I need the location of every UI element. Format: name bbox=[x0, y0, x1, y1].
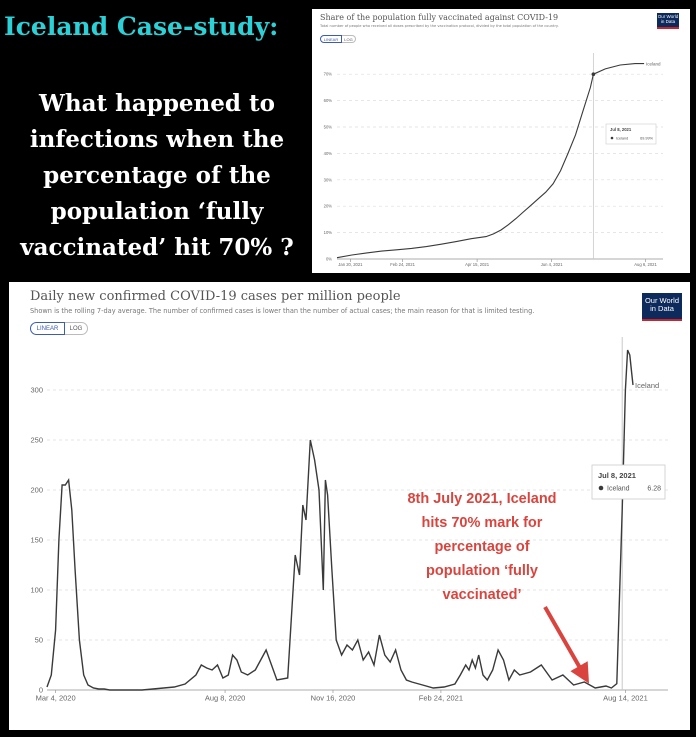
logo-bar bbox=[657, 27, 679, 29]
scale-toggle: LINEAR LOG bbox=[320, 35, 356, 43]
log-toggle[interactable]: LOG bbox=[342, 35, 356, 43]
annotation-line: percentage of bbox=[434, 539, 529, 555]
tooltip-date: Jul 8, 2021 bbox=[598, 471, 636, 480]
tooltip-value: 69.99% bbox=[640, 137, 654, 141]
x-tick-label: Apr 15, 2021 bbox=[465, 262, 490, 267]
owid-logo[interactable]: Our World in Data bbox=[657, 13, 679, 29]
vaccination-series-line bbox=[336, 63, 645, 259]
y-tick-label: 250 bbox=[30, 436, 43, 445]
annotation-arrow bbox=[543, 606, 589, 684]
y-tick-label: 40% bbox=[324, 151, 333, 156]
tooltip-series: Iceland bbox=[607, 486, 630, 493]
x-tick-label: Aug 8, 2020 bbox=[205, 694, 245, 703]
owid-logo[interactable]: Our World in Data bbox=[642, 293, 682, 321]
x-tick-label: Aug 14, 2021 bbox=[603, 694, 648, 703]
cases-series-label: Iceland bbox=[635, 381, 659, 390]
vaccination-chart-subtitle: Total number of people who received all … bbox=[320, 24, 559, 28]
linear-toggle[interactable]: LINEAR bbox=[30, 322, 65, 335]
y-tick-label: 10% bbox=[324, 230, 333, 235]
question-line: vaccinated’ hit 70% ? bbox=[20, 234, 294, 261]
question-text: What happened to infections when the per… bbox=[2, 86, 312, 266]
logo-line1: Our World bbox=[644, 296, 680, 305]
tooltip-series: Iceland bbox=[616, 137, 628, 141]
question-line: infections when the bbox=[29, 126, 285, 153]
y-tick-label: 50% bbox=[324, 124, 333, 129]
y-tick-label: 300 bbox=[30, 386, 43, 395]
logo-line2: in Data bbox=[660, 18, 676, 24]
y-tick-label: 60% bbox=[324, 98, 333, 103]
tooltip-value: 6.28 bbox=[647, 486, 661, 493]
x-tick-label: Feb 24, 2021 bbox=[419, 694, 463, 703]
x-tick-label: Jun 4, 2021 bbox=[541, 262, 564, 267]
cases-chart-title: Daily new confirmed COVID-19 cases per m… bbox=[30, 289, 401, 304]
annotation: 8th July 2021, Iceland hits 70% mark for… bbox=[407, 491, 556, 603]
question-line: What happened to bbox=[39, 90, 275, 117]
y-tick-label: 70% bbox=[324, 72, 333, 77]
y-tick-label: 0 bbox=[39, 686, 43, 695]
question-line: population ‘fully bbox=[50, 198, 264, 225]
x-tick-label: Aug 6, 2021 bbox=[634, 262, 657, 267]
tooltip-point bbox=[591, 72, 596, 77]
question-line: percentage of the bbox=[43, 162, 271, 189]
vaccination-chart-title: Share of the population fully vaccinated… bbox=[320, 13, 559, 22]
x-tick-label: Nov 16, 2020 bbox=[311, 694, 356, 703]
vaccination-chart: 0% 10% 20% 30% 40% 50% 60% 70% Jan 20, 2021 Feb … bbox=[324, 53, 663, 267]
vaccination-series-label: Iceland bbox=[646, 62, 661, 67]
cases-tooltip: Jul 8, 2021 Iceland 6.28 bbox=[591, 464, 666, 500]
headline: Iceland Case-study: bbox=[4, 12, 279, 41]
x-tick-label: Jan 20, 2021 bbox=[338, 262, 363, 267]
y-tick-label: 20% bbox=[324, 204, 333, 209]
annotation-line: hits 70% mark for bbox=[422, 515, 543, 531]
logo-line1: Our World bbox=[657, 14, 679, 19]
y-tick-label: 100 bbox=[30, 586, 43, 595]
cases-series-line bbox=[46, 349, 634, 691]
y-tick-label: 150 bbox=[30, 536, 43, 545]
y-tick-label: 200 bbox=[30, 486, 43, 495]
log-toggle[interactable]: LOG bbox=[65, 322, 88, 335]
scale-toggle: LINEAR LOG bbox=[30, 322, 88, 335]
annotation-line: population ‘fully bbox=[426, 563, 538, 579]
vaccination-chart-panel: Share of the population fully vaccinated… bbox=[312, 9, 690, 273]
annotation-line: 8th July 2021, Iceland bbox=[407, 491, 556, 507]
x-tick-label: Feb 24, 2021 bbox=[390, 262, 415, 267]
cases-chart: 0 50 100 150 200 250 300 Mar 4, 2020 Aug 8, 202… bbox=[30, 337, 668, 703]
y-tick-label: 0% bbox=[326, 256, 332, 261]
logo-line2: in Data bbox=[650, 303, 674, 313]
y-tick-label: 50 bbox=[35, 636, 43, 645]
y-tick-label: 30% bbox=[324, 177, 333, 182]
logo-bar bbox=[642, 319, 682, 321]
cases-chart-panel: Daily new confirmed COVID-19 cases per m… bbox=[9, 282, 690, 730]
vaccination-tooltip: Jul 8, 2021 Iceland 69.99% bbox=[605, 123, 657, 145]
x-tick-label: Mar 4, 2020 bbox=[36, 694, 76, 703]
annotation-line: vaccinated’ bbox=[443, 587, 522, 603]
tooltip-date: Jul 8, 2021 bbox=[610, 127, 632, 132]
linear-toggle[interactable]: LINEAR bbox=[320, 35, 342, 43]
cases-chart-subtitle: Shown is the rolling 7-day average. The … bbox=[30, 307, 535, 315]
